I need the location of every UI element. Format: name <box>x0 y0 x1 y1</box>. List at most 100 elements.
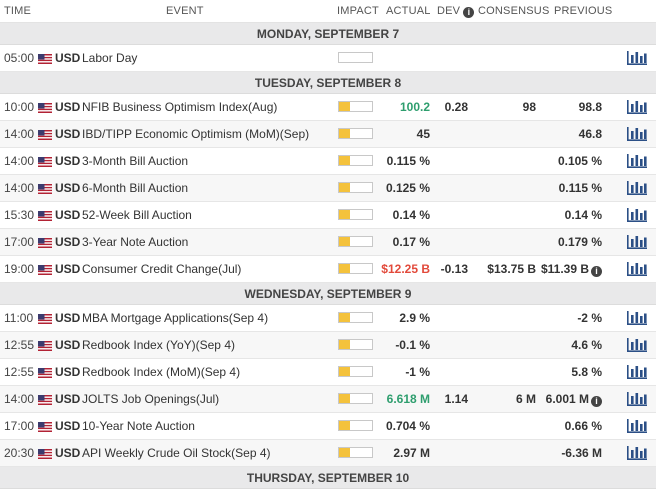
event-name[interactable]: Labor Day <box>82 51 138 65</box>
us-flag-icon <box>38 421 52 432</box>
event-currency: USD <box>55 392 81 406</box>
event-row[interactable]: 14:00 USD IBD/TIPP Economic Optimism (MoM)… <box>0 121 656 148</box>
impact-indicator <box>338 263 373 274</box>
bar-chart-icon[interactable] <box>627 311 647 325</box>
header-event[interactable]: EVENT <box>166 5 204 17</box>
us-flag-icon <box>38 340 52 351</box>
impact-fill <box>339 183 350 192</box>
header-consensus[interactable]: CONSENSUS <box>478 5 550 17</box>
previous-value-text: 6.001 M <box>545 392 589 406</box>
event-name[interactable]: IBD/TIPP Economic Optimism (MoM)(Sep) <box>82 127 310 141</box>
event-currency: USD <box>55 446 81 460</box>
deviation-value <box>438 229 468 255</box>
event-name[interactable]: 3-Year Note Auction <box>82 235 189 249</box>
bar-chart-icon[interactable] <box>627 127 647 141</box>
actual-value: 0.14 % <box>392 208 430 222</box>
consensus-value <box>478 45 536 71</box>
event-name[interactable]: 52-Week Bill Auction <box>82 208 192 222</box>
consensus-value <box>478 332 536 358</box>
previous-value-text: 46.8 <box>578 127 602 141</box>
bar-chart-icon[interactable] <box>627 235 647 249</box>
event-name[interactable]: 3-Month Bill Auction <box>82 154 189 168</box>
previous-value-text: 0.115 % <box>558 181 602 195</box>
event-name[interactable]: JOLTS Job Openings(Jul) <box>82 392 220 406</box>
info-icon[interactable]: i <box>463 6 475 18</box>
event-row[interactable]: 12:55 USD Redbook Index (MoM)(Sep 4) -1 % 5.… <box>0 359 656 386</box>
event-name[interactable]: 6-Month Bill Auction <box>82 181 189 195</box>
event-time: 15:30 <box>4 208 35 222</box>
event-row[interactable]: 15:30 USD 52-Week Bill Auction 0.14 % 0.14 % <box>0 202 656 229</box>
bar-chart-icon[interactable] <box>627 365 647 379</box>
event-name[interactable]: MBA Mortgage Applications(Sep 4) <box>82 311 269 325</box>
event-row[interactable]: 10:00 USD NFIB Business Optimism Index(Aug… <box>0 94 656 121</box>
header-actual[interactable]: ACTUAL <box>386 5 431 17</box>
bar-chart-icon[interactable] <box>627 419 647 433</box>
impact-indicator <box>338 339 373 350</box>
event-time: 14:00 <box>4 181 35 195</box>
previous-value-text: 0.105 % <box>557 154 602 168</box>
previous-value-text: 98.8 <box>578 100 602 114</box>
consensus-value: 98 <box>522 100 536 114</box>
event-time: 14:00 <box>4 392 35 406</box>
event-name[interactable]: Redbook Index (YoY)(Sep 4) <box>82 338 235 352</box>
header-dev-label: DEV <box>437 4 461 17</box>
header-dev[interactable]: DEV i <box>437 4 475 18</box>
bar-chart-icon[interactable] <box>627 208 647 222</box>
previous-value-text: 0.66 % <box>564 419 602 433</box>
deviation-value <box>438 440 468 466</box>
event-currency: USD <box>55 311 81 325</box>
impact-indicator <box>338 101 373 112</box>
event-row[interactable]: 19:00 USD Consumer Credit Change(Jul) $12.2… <box>0 256 656 283</box>
actual-value: 0.125 % <box>385 181 430 195</box>
event-row[interactable]: 14:00 USD 3-Month Bill Auction 0.115 % 0.105… <box>0 148 656 175</box>
consensus-value <box>478 440 536 466</box>
consensus-value <box>478 175 536 201</box>
previous-value: -2 % <box>540 305 602 331</box>
revised-info-icon[interactable]: i <box>591 396 602 407</box>
previous-value: 0.105 % <box>540 148 602 174</box>
bar-chart-icon[interactable] <box>627 51 647 65</box>
event-row[interactable]: 17:00 USD 3-Year Note Auction 0.17 % 0.179 % <box>0 229 656 256</box>
us-flag-icon <box>38 264 52 275</box>
bar-chart-icon[interactable] <box>627 446 647 460</box>
event-name[interactable]: NFIB Business Optimism Index(Aug) <box>82 100 278 114</box>
previous-value-text: -6.36 M <box>561 446 602 460</box>
bar-chart-icon[interactable] <box>627 181 647 195</box>
event-row[interactable]: 11:00 USD MBA Mortgage Applications(Sep 4)… <box>0 305 656 332</box>
day-header: MONDAY, SEPTEMBER 7 <box>0 23 656 45</box>
previous-value-text: 4.6 % <box>571 338 602 352</box>
event-row[interactable]: 05:00 USD Labor Day <box>0 45 656 72</box>
event-row[interactable]: 17:00 USD 10-Year Note Auction 0.704 % 0.66 … <box>0 413 656 440</box>
deviation-value: -0.13 <box>440 262 468 276</box>
header-impact[interactable]: IMPACT <box>337 5 379 17</box>
event-row[interactable]: 14:00 USD JOLTS Job Openings(Jul) 6.618 M 1.… <box>0 386 656 413</box>
event-name[interactable]: API Weekly Crude Oil Stock(Sep 4) <box>82 446 271 460</box>
bar-chart-icon[interactable] <box>627 100 647 114</box>
event-row[interactable]: 12:55 USD Redbook Index (YoY)(Sep 4) -0.1 %… <box>0 332 656 359</box>
header-time[interactable]: TIME <box>4 5 32 17</box>
previous-value: -6.36 M <box>540 440 602 466</box>
us-flag-icon <box>38 448 52 459</box>
bar-chart-icon[interactable] <box>627 262 647 276</box>
calendar-header: TIME EVENT IMPACT ACTUAL DEV i CONSENSUS… <box>0 0 656 23</box>
event-time: 05:00 <box>4 51 35 65</box>
bar-chart-icon[interactable] <box>627 154 647 168</box>
previous-value: 46.8 <box>540 121 602 147</box>
event-name[interactable]: 10-Year Note Auction <box>82 419 195 433</box>
event-row[interactable]: 14:00 USD 6-Month Bill Auction 0.125 % 0.115… <box>0 175 656 202</box>
revised-info-icon[interactable]: i <box>591 266 602 277</box>
event-name[interactable]: Redbook Index (MoM)(Sep 4) <box>82 365 241 379</box>
impact-fill <box>339 367 350 376</box>
deviation-value: 1.14 <box>444 392 468 406</box>
header-previous[interactable]: PREVIOUS <box>554 5 613 17</box>
impact-indicator <box>338 155 373 166</box>
event-name[interactable]: Consumer Credit Change(Jul) <box>82 262 242 276</box>
consensus-value: 6 M <box>515 392 536 406</box>
event-row[interactable]: 20:30 USD API Weekly Crude Oil Stock(Sep 4… <box>0 440 656 467</box>
bar-chart-icon[interactable] <box>627 338 647 352</box>
day-header: WEDNESDAY, SEPTEMBER 9 <box>0 283 656 305</box>
impact-fill <box>339 129 350 138</box>
bar-chart-icon[interactable] <box>627 392 647 406</box>
